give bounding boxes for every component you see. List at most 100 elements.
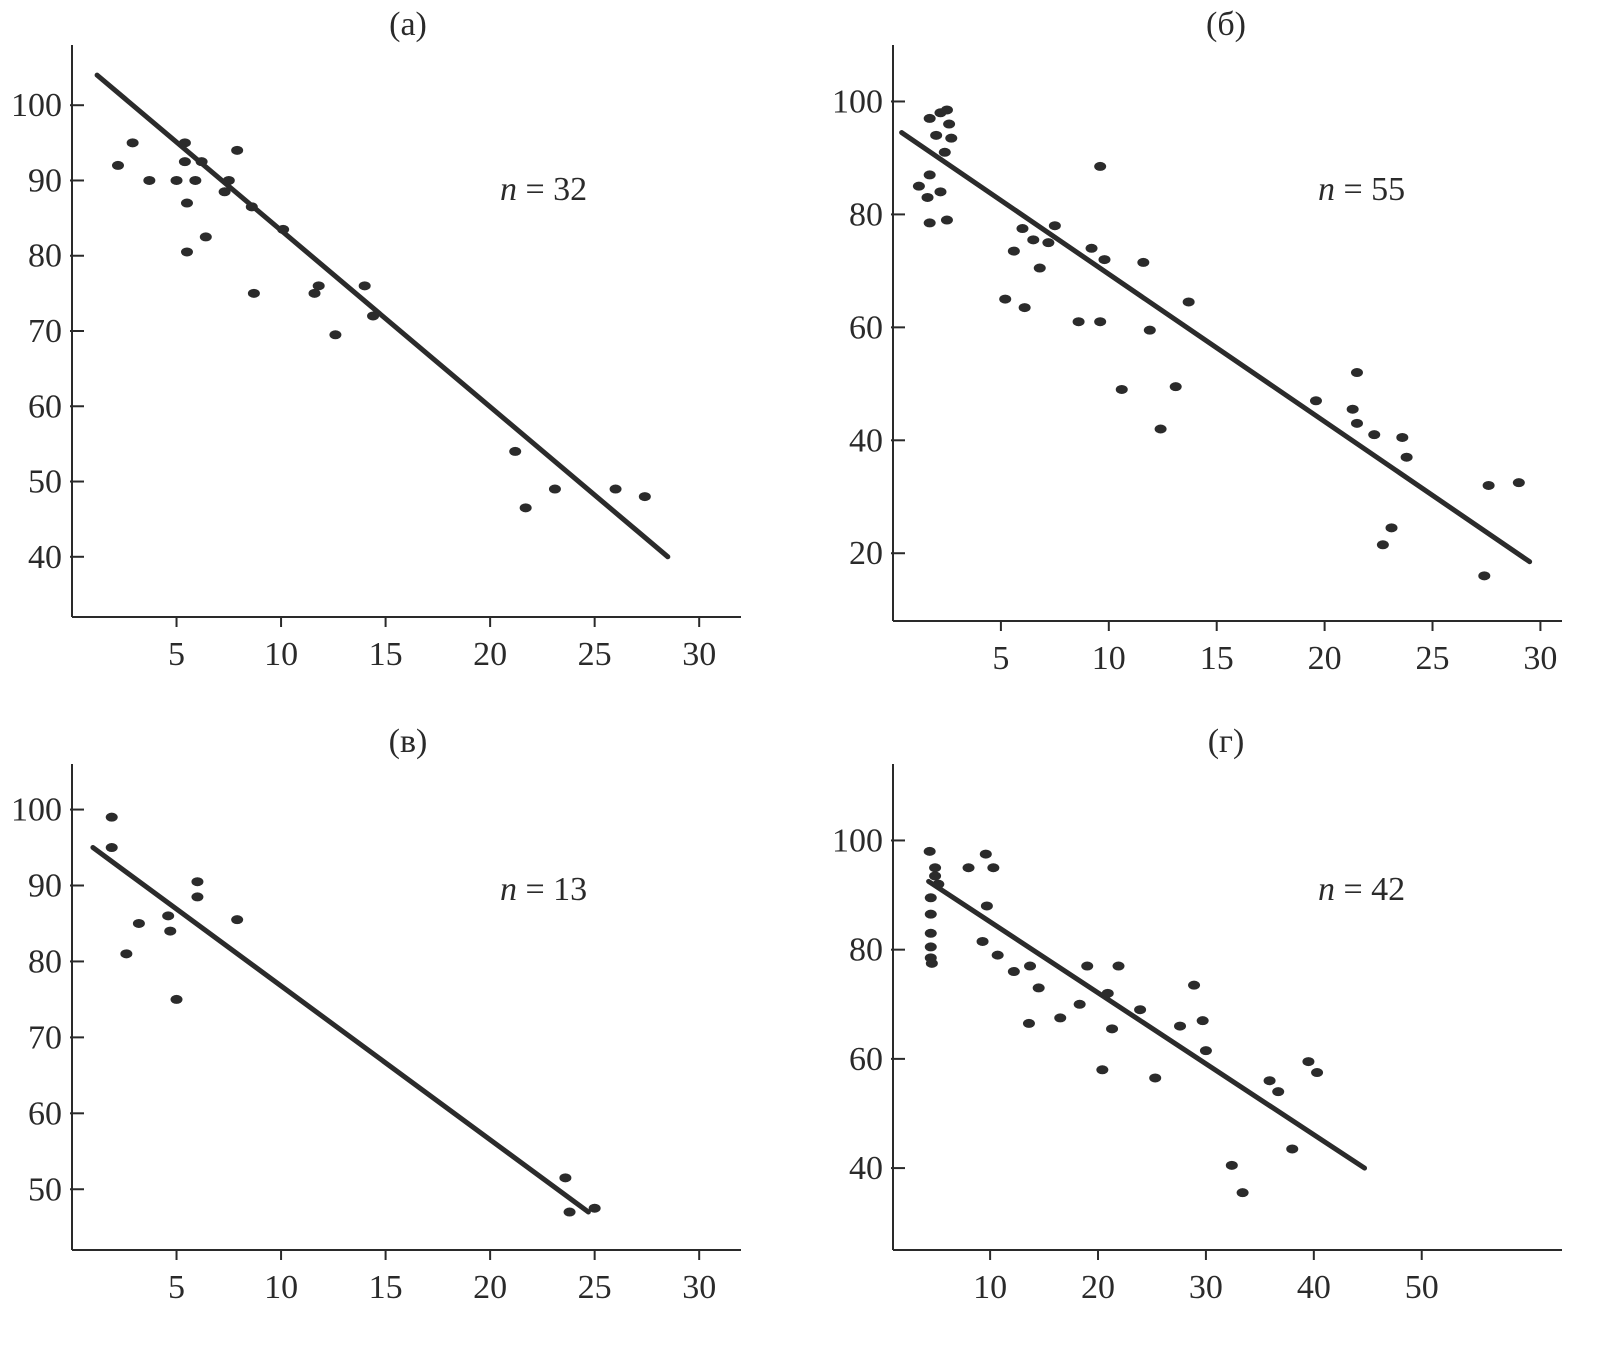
data-point [218,187,231,197]
data-point [923,846,936,856]
data-point [120,949,133,959]
data-point [195,157,208,167]
data-point [940,215,953,225]
data-point [1094,317,1107,327]
data-point [1385,523,1398,533]
data-point [924,893,937,903]
data-point [1054,1013,1067,1023]
y-tick-label: 90 [28,162,62,199]
regression-line [90,845,591,1215]
y-tick-label: 40 [28,539,62,576]
data-point [105,843,118,853]
n-symbol: n [1318,871,1335,908]
regression-line [94,72,671,560]
data-point [245,202,258,212]
data-point [231,145,244,155]
data-point [938,147,951,157]
x-tick-label: 40 [1297,1269,1331,1306]
y-tick-label: 60 [28,388,62,425]
panel-title: (б) [1206,6,1246,43]
data-point [1302,1057,1315,1067]
data-point [923,218,936,228]
data-point [1112,961,1125,971]
n-annotation: n = 42 [1318,871,1405,908]
x-tick-label: 20 [1081,1269,1115,1306]
y-tick-label: 40 [849,1150,883,1187]
data-point [143,175,156,185]
data-point [1196,1016,1209,1026]
y-tick-label: 50 [28,1171,62,1208]
data-point [1286,1144,1299,1154]
data-point [1350,368,1363,378]
x-tick-label: 15 [1200,640,1234,677]
data-point [563,1207,576,1217]
data-point [1350,418,1363,428]
y-tick-label: 100 [832,822,883,859]
data-point [1311,1068,1324,1078]
data-point [932,879,945,889]
data-point [1478,571,1491,581]
data-point [609,484,622,494]
data-point [1007,246,1020,256]
regression-line [926,878,1368,1171]
data-point [962,863,975,873]
chart-panel-3: (в) 50 60 70 80 90 100 5 10 15 20 25 30 n = 13 [11,723,741,1306]
data-point [1199,1046,1212,1056]
panel-title: (г) [1208,723,1245,760]
x-tick-label: 5 [168,1269,185,1306]
data-point [1073,999,1086,1009]
data-point [979,849,992,859]
n-value: = 55 [1335,171,1405,208]
n-annotation: n = 13 [500,871,587,908]
y-tick-label: 80 [849,196,883,233]
x-tick-label: 30 [1523,640,1557,677]
data-point [1027,235,1040,245]
data-point [1042,238,1055,248]
data-point [1346,404,1359,414]
data-point [924,928,937,938]
data-point [1033,263,1046,273]
y-tick-label: 100 [11,87,62,124]
data-point [1309,396,1322,406]
data-point [923,113,936,123]
data-point [367,311,380,321]
data-point [358,281,371,291]
data-point [987,863,1000,873]
data-point [912,181,925,191]
data-point [945,133,958,143]
y-tick-label: 80 [28,943,62,980]
x-tick-label: 20 [1308,640,1342,677]
data-point [1174,1021,1187,1031]
x-tick-label: 5 [168,636,185,673]
data-point [231,915,244,925]
x-tick-label: 10 [1092,640,1126,677]
data-point [105,812,118,822]
y-tick-label: 100 [11,792,62,829]
data-point [559,1173,572,1183]
x-tick-label: 30 [682,1269,716,1306]
data-point [1272,1087,1285,1097]
data-point [178,138,191,148]
data-point [189,175,202,185]
x-tick-label: 25 [1416,640,1450,677]
data-point [548,484,561,494]
data-point [1134,1005,1147,1015]
y-tick-label: 20 [849,535,883,572]
n-symbol: n [500,171,517,208]
x-tick-label: 10 [264,1269,298,1306]
data-point [1072,317,1085,327]
data-point [1101,988,1114,998]
n-symbol: n [1318,171,1335,208]
x-tick-label: 50 [1405,1269,1439,1306]
x-tick-label: 30 [682,636,716,673]
data-point [929,863,942,873]
y-tick-label: 50 [28,464,62,501]
data-point [1032,983,1045,993]
y-tick-label: 80 [28,238,62,275]
y-tick-label: 80 [849,932,883,969]
y-tick-label: 60 [849,309,883,346]
n-annotation: n = 55 [1318,171,1405,208]
data-point [1396,432,1409,442]
panel-title: (в) [389,723,428,760]
